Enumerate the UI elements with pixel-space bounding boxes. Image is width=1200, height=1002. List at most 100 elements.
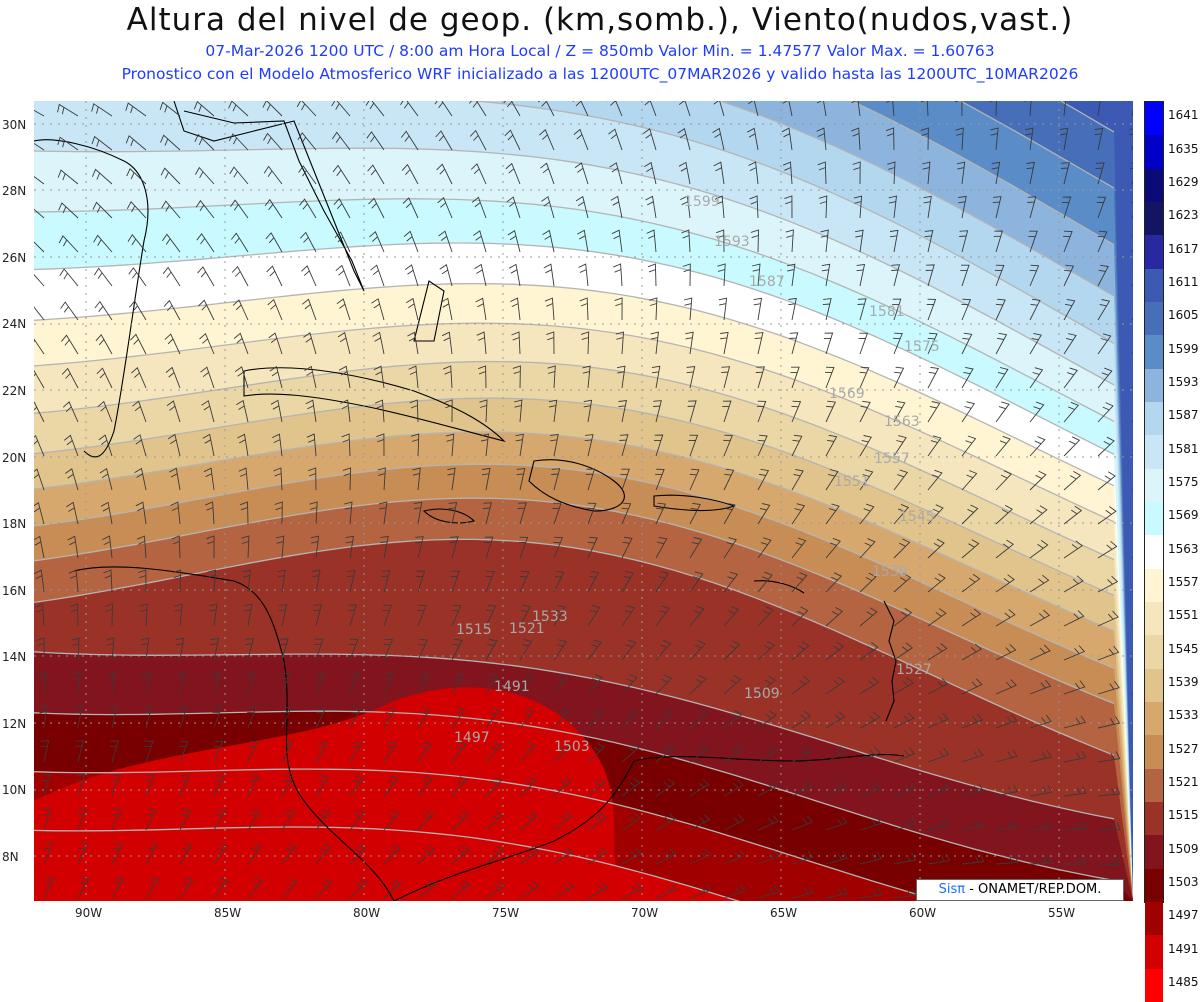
wind-barb <box>1026 161 1035 185</box>
wind-barb <box>540 162 555 185</box>
wind-barb <box>504 129 521 151</box>
wind-barb <box>237 433 249 457</box>
wind-barb <box>105 637 115 661</box>
wind-barb <box>378 501 388 525</box>
wind-barb <box>990 127 999 151</box>
wind-barb <box>689 709 708 729</box>
wind-barb <box>400 130 419 151</box>
wind-barb <box>995 644 1017 661</box>
wind-barb <box>750 229 759 253</box>
wind-barb <box>610 195 623 219</box>
wind-barb <box>746 127 759 151</box>
wind-barb <box>479 399 488 423</box>
wind-barb <box>58 202 79 219</box>
wind-barb <box>712 127 725 151</box>
wind-barb <box>553 846 574 865</box>
wind-barb <box>959 230 969 253</box>
wind-barb <box>281 843 297 865</box>
wind-barb <box>893 817 917 831</box>
wind-barb <box>262 101 283 117</box>
wind-barb <box>1029 540 1049 559</box>
wind-barb <box>72 671 82 695</box>
wind-barb <box>547 365 556 389</box>
wind-barb <box>178 740 189 763</box>
wind-barb <box>331 131 351 151</box>
contour-line <box>466 101 1115 344</box>
wind-barb <box>893 782 916 797</box>
wind-barb <box>961 643 982 661</box>
wind-barb <box>791 710 812 729</box>
wind-barb <box>230 199 249 219</box>
wind-barb <box>198 299 215 321</box>
wind-barb <box>587 536 598 559</box>
wind-barb <box>1029 749 1053 763</box>
wind-barb <box>1097 786 1121 797</box>
wind-barb <box>310 535 320 559</box>
wind-barb <box>111 808 122 831</box>
wind-barb <box>270 399 283 423</box>
wind-barb <box>541 196 555 219</box>
wind-barb <box>757 850 780 865</box>
wind-barb <box>782 101 793 117</box>
wind-barb <box>825 537 841 559</box>
wind-barb <box>97 400 113 423</box>
wind-barb <box>893 852 917 865</box>
wind-barb <box>791 675 811 695</box>
legend-label: 1485 <box>1168 974 1199 989</box>
wind-barb <box>1097 264 1109 287</box>
wind-barb <box>93 267 113 287</box>
wind-barb <box>1096 196 1107 219</box>
wind-barb <box>582 365 591 389</box>
wind-barb <box>621 812 642 831</box>
wind-barb <box>230 232 249 253</box>
wind-barb <box>247 740 259 763</box>
wind-barb <box>134 467 147 491</box>
wind-barb <box>61 334 79 355</box>
legend-swatch <box>1145 368 1163 402</box>
legend-label: 1611 <box>1168 274 1199 289</box>
wind-barb <box>247 774 260 797</box>
wind-barb <box>620 468 630 491</box>
wind-barb <box>927 366 939 389</box>
wind-barb <box>1097 645 1120 661</box>
wind-barb <box>91 103 113 117</box>
wind-barb <box>281 809 296 831</box>
wind-barb <box>825 711 846 729</box>
wind-barb <box>247 877 264 899</box>
wind-barb <box>34 535 45 559</box>
wind-barb <box>300 265 317 287</box>
wind-barb <box>435 130 453 151</box>
wind-barb <box>1063 750 1087 763</box>
sispi-logo: Sisπ <box>938 882 966 897</box>
wind-barb <box>299 231 317 253</box>
wind-barb <box>723 605 740 627</box>
legend-label: 1497 <box>1168 908 1199 923</box>
wind-barb <box>955 127 964 151</box>
wind-barb <box>127 234 147 253</box>
wind-barb <box>757 434 768 457</box>
wind-barb <box>852 161 861 185</box>
wind-barb <box>619 434 629 457</box>
wind-barb <box>92 201 113 219</box>
wind-barb <box>125 102 147 117</box>
wind-barb <box>228 133 249 151</box>
wind-barb <box>367 164 385 185</box>
wind-barb <box>781 127 793 151</box>
wind-barb <box>572 101 589 117</box>
wind-barb <box>757 675 776 695</box>
wind-barb <box>614 297 623 321</box>
wind-barb <box>334 231 351 253</box>
wind-barb <box>652 400 662 423</box>
wind-barb <box>1129 128 1133 151</box>
wind-barb <box>927 573 946 593</box>
legend-label: 1605 <box>1168 308 1199 323</box>
wind-barb <box>1097 540 1118 559</box>
wind-barb <box>373 365 385 389</box>
wind-barb <box>416 604 427 627</box>
wind-barb <box>893 503 910 525</box>
wind-barb <box>552 502 562 525</box>
wind-barb <box>650 331 659 355</box>
wind-barb <box>1029 574 1050 593</box>
wind-barb <box>995 539 1014 559</box>
wind-barb <box>1029 436 1046 457</box>
